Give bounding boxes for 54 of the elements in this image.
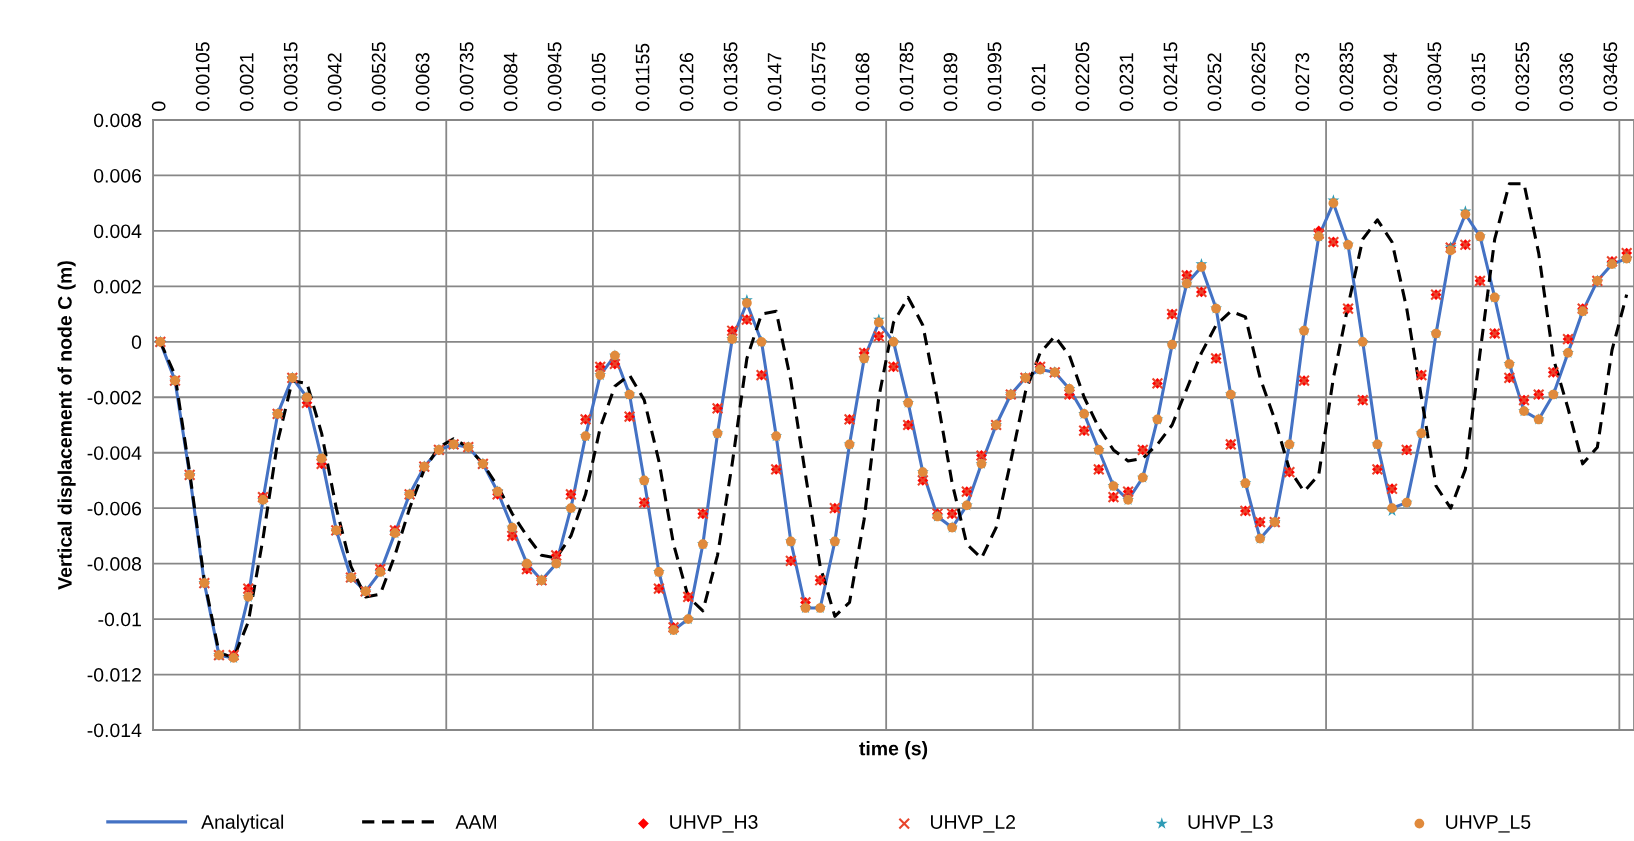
x-tick-label: 0.0189 bbox=[943, 53, 958, 111]
x-tick-label: 0.02205 bbox=[1075, 42, 1090, 111]
x-tick-label: 0.01575 bbox=[811, 42, 826, 111]
x-tick-label: 0.0294 bbox=[1383, 52, 1398, 111]
legend-label: UHVP_L2 bbox=[931, 815, 1015, 833]
x-tick-label: 0.021 bbox=[1031, 63, 1046, 111]
y-tick-label: 0.006 bbox=[93, 168, 142, 183]
x-tick-label: 0.0231 bbox=[1119, 53, 1134, 111]
x-tick-label: 0.00735 bbox=[459, 42, 474, 111]
y-tick-label: -0.01 bbox=[98, 612, 141, 627]
x-tick-label: 0.0252 bbox=[1207, 53, 1222, 111]
x-tick-label: 0.00525 bbox=[371, 42, 386, 111]
x-tick-label: 0.0315 bbox=[1471, 53, 1486, 111]
y-tick-label: 0.002 bbox=[93, 279, 141, 294]
y-tick-label: -0.012 bbox=[87, 668, 141, 682]
y-tick-label: -0.004 bbox=[87, 446, 142, 460]
x-tick-label: 0.03465 bbox=[1603, 42, 1618, 111]
x-tick-label: 0.0084 bbox=[503, 52, 518, 111]
legend-label: UHVP_H3 bbox=[670, 815, 758, 833]
y-tick-label: -0.006 bbox=[87, 501, 142, 516]
x-tick-label: 0.0105 bbox=[591, 53, 606, 111]
y-tick-label: 0 bbox=[131, 335, 142, 350]
x-tick-label: 0.01365 bbox=[723, 42, 738, 111]
y-tick-label: -0.008 bbox=[87, 557, 142, 571]
x-tick-label: 0.0336 bbox=[1559, 53, 1574, 111]
x-tick-label: 0.01155 bbox=[635, 43, 650, 111]
x-tick-label: 0.01785 bbox=[899, 42, 914, 111]
y-axis-title: Vertical displacement of node C (m) bbox=[57, 261, 76, 590]
x-tick-label: 0.03045 bbox=[1427, 42, 1442, 111]
x-tick-label: 0.02835 bbox=[1339, 42, 1354, 111]
x-tick-label: 0.0063 bbox=[415, 53, 430, 111]
legend-label: AAM bbox=[455, 815, 496, 829]
y-tick-label: 0.004 bbox=[93, 224, 142, 239]
x-tick-label: 0.0042 bbox=[327, 53, 342, 111]
x-tick-label: 0.00945 bbox=[547, 42, 562, 111]
x-tick-label: 0.02415 bbox=[1163, 42, 1178, 111]
x-tick-label: 0.00105 bbox=[195, 42, 210, 111]
x-tick-label: 0 bbox=[151, 101, 166, 111]
y-tick-label: -0.014 bbox=[87, 723, 142, 738]
x-tick-label: 0.0126 bbox=[679, 53, 694, 111]
legend-label: UHVP_L3 bbox=[1188, 815, 1273, 833]
x-tick-label: 0.0147 bbox=[767, 53, 782, 111]
x-tick-label: 0.03255 bbox=[1515, 42, 1530, 111]
x-tick-label: 0.0273 bbox=[1295, 53, 1310, 111]
legend-label: Analytical bbox=[201, 814, 284, 833]
x-tick-label: 0.0168 bbox=[855, 53, 870, 111]
y-tick-label: 0.008 bbox=[93, 113, 142, 128]
x-tick-label: 0.02625 bbox=[1251, 42, 1266, 111]
x-tick-label: 0.0021 bbox=[239, 53, 254, 111]
legend-label: UHVP_L5 bbox=[1446, 815, 1531, 833]
x-axis-title: time (s) bbox=[859, 741, 928, 760]
y-tick-label: -0.002 bbox=[87, 390, 141, 405]
x-tick-label: 0.00315 bbox=[283, 42, 298, 111]
x-tick-label: 0.01995 bbox=[987, 42, 1002, 111]
